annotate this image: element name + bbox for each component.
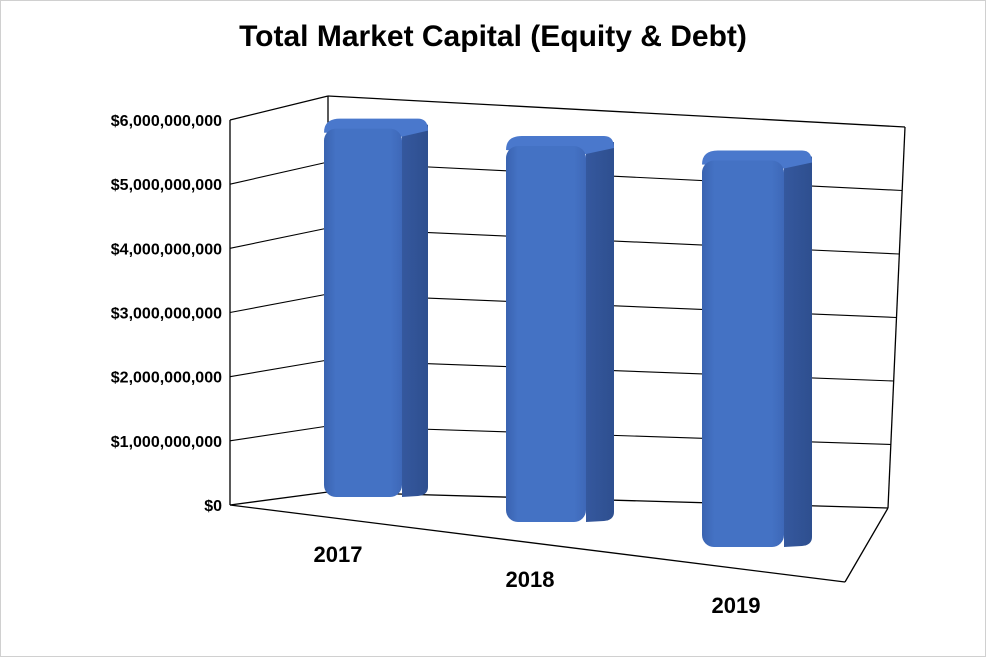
y-tick-label: $6,000,000,000 (111, 113, 222, 130)
gridline-left-wall (229, 161, 329, 185)
bar (324, 128, 402, 497)
bar-side-face (586, 142, 614, 522)
x-category-label: 2018 (506, 567, 555, 592)
bar (702, 160, 784, 547)
gridline-left-wall (229, 293, 329, 314)
floor-front-edge (229, 504, 846, 583)
y-tick-label: $1,000,000,000 (111, 434, 222, 451)
floor-left-edge (229, 491, 329, 506)
bars (324, 118, 812, 547)
y-tick-label: $0 (204, 498, 222, 515)
x-axis-category-labels: 2017 2018 2019 (314, 542, 761, 618)
x-category-label: 2017 (314, 542, 363, 567)
y-tick-label: $5,000,000,000 (111, 177, 222, 194)
floor-right-edge (844, 507, 889, 583)
y-tick-label: $3,000,000,000 (111, 306, 222, 323)
chart-title: Total Market Capital (Equity & Debt) (239, 20, 747, 53)
y-axis-tick-labels: $0 $1,000,000,000 $2,000,000,000 $3,000,000… (111, 113, 222, 515)
gridline-left-wall (229, 359, 329, 378)
bar-side-face (402, 124, 428, 497)
y-tick-label: $4,000,000,000 (111, 241, 222, 258)
left-wall-top-edge (229, 95, 329, 121)
gridline-left-wall (229, 227, 329, 249)
bar-side-face (784, 156, 812, 547)
y-tick-label: $2,000,000,000 (111, 370, 222, 387)
x-category-label: 2019 (712, 593, 761, 618)
bar (506, 146, 586, 522)
gridline-left-wall (229, 425, 329, 442)
back-wall-top-edge (327, 95, 906, 128)
